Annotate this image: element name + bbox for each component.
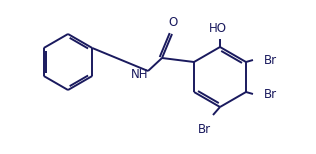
Text: HO: HO: [209, 22, 227, 35]
Text: Br: Br: [264, 87, 277, 101]
Text: Br: Br: [264, 53, 277, 67]
Text: O: O: [168, 16, 178, 29]
Text: Br: Br: [198, 123, 210, 136]
Text: NH: NH: [131, 67, 149, 81]
